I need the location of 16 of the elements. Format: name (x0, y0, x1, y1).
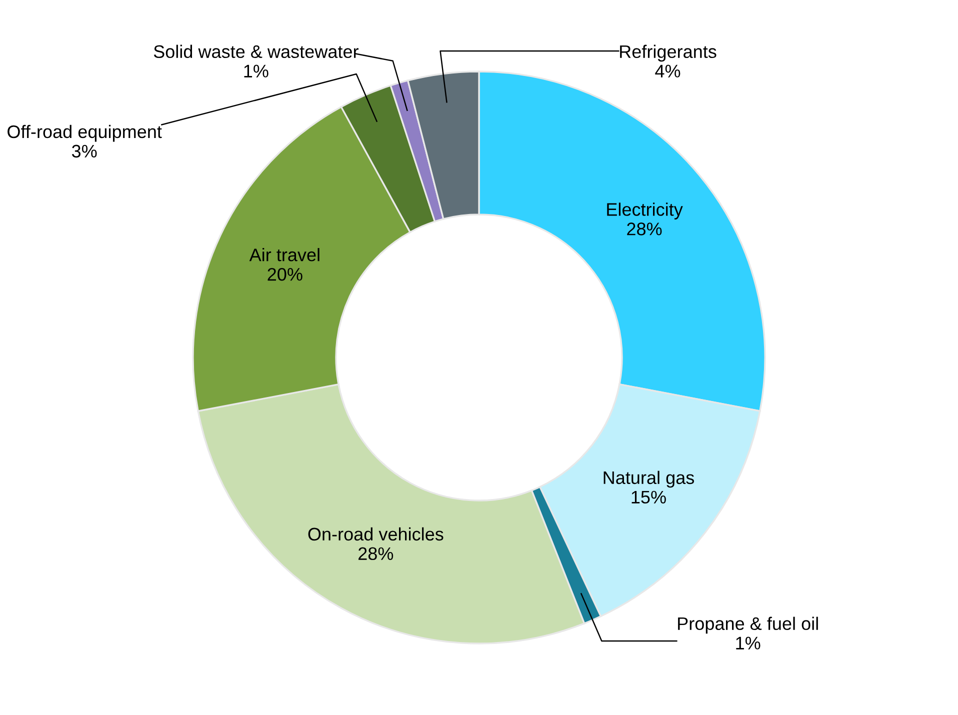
data-label: 28% (627, 222, 662, 236)
slice-label: Refrigerants (620, 44, 716, 62)
data-label: 1% (736, 636, 760, 650)
data-label: 20% (268, 268, 302, 281)
slice-label: Solid waste & wastewater (154, 44, 358, 58)
data-label: 1% (244, 64, 268, 78)
slice-label: On-road vehicles (308, 527, 444, 541)
slice-label: Off-road equipment (8, 124, 162, 142)
data-label: 4% (655, 64, 680, 78)
slice-label: Natural gas (604, 470, 694, 488)
slice-label: Electricity (607, 202, 683, 220)
data-label: 15% (632, 490, 666, 504)
data-label: 28% (358, 547, 394, 560)
slice-label: Air travel (249, 248, 320, 262)
slice-label: Propane & fuel oil (678, 616, 818, 634)
data-label: 3% (72, 144, 97, 158)
